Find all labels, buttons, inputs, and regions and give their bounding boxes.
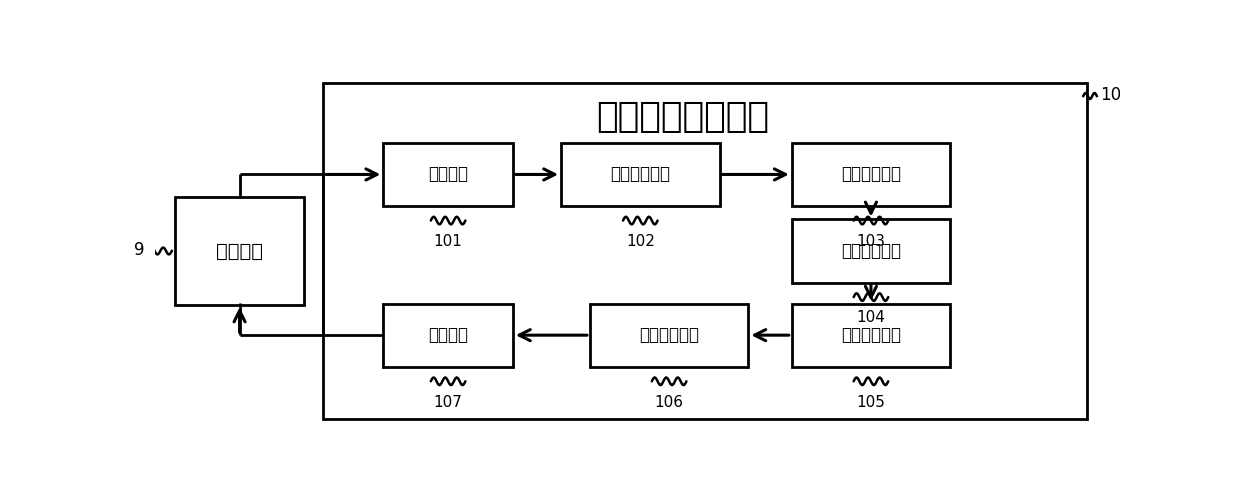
Text: 106: 106	[655, 395, 683, 410]
Bar	[590, 304, 749, 367]
Text: 107: 107	[434, 395, 463, 410]
Text: 接入模块: 接入模块	[428, 166, 469, 183]
Bar	[324, 83, 1087, 419]
Text: 反馈模块: 反馈模块	[428, 326, 469, 344]
Bar	[791, 219, 950, 283]
Text: 104: 104	[857, 311, 885, 326]
Text: 数据采集模块: 数据采集模块	[610, 166, 671, 183]
Text: 故障检测排除模块: 故障检测排除模块	[595, 100, 769, 134]
Text: 9: 9	[134, 241, 145, 259]
Text: 102: 102	[626, 234, 655, 249]
Bar	[560, 143, 719, 206]
Text: 故障确定模块: 故障确定模块	[639, 326, 699, 344]
Text: 10: 10	[1100, 86, 1121, 104]
Bar	[383, 143, 513, 206]
Bar	[791, 143, 950, 206]
Text: 103: 103	[857, 234, 885, 249]
Text: 数据提取模块: 数据提取模块	[841, 242, 901, 260]
Bar	[175, 197, 305, 305]
Text: 高速采样模块: 高速采样模块	[841, 166, 901, 183]
Text: 101: 101	[434, 234, 463, 249]
Text: 主控制器: 主控制器	[216, 242, 263, 260]
Text: 数据对比模块: 数据对比模块	[841, 326, 901, 344]
Text: 105: 105	[857, 395, 885, 410]
Bar	[383, 304, 513, 367]
Bar	[791, 304, 950, 367]
